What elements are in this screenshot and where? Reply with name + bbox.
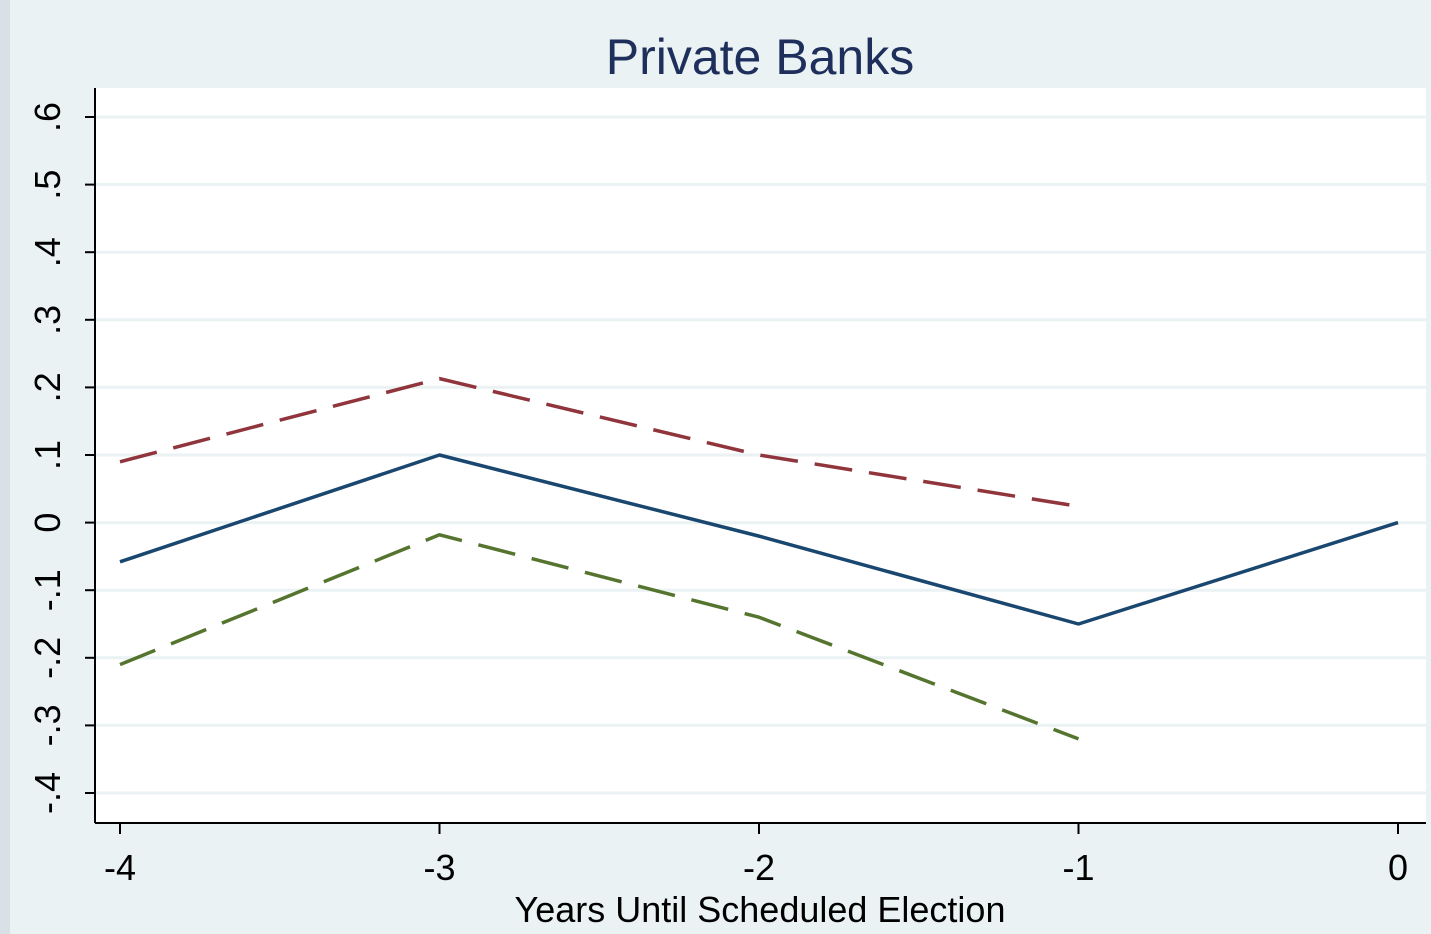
x-tick-label: -4 — [104, 847, 136, 888]
x-axis-title: Years Until Scheduled Election — [515, 889, 1006, 930]
y-tick-label: .6 — [27, 102, 68, 132]
y-tick-label: -.1 — [27, 569, 68, 611]
chart-title: Private Banks — [606, 29, 914, 85]
series-line-3 — [119, 533, 1080, 741]
y-tick-label: -.2 — [27, 637, 68, 679]
y-tick-label: 0 — [27, 513, 68, 533]
y-tick-label: -.3 — [27, 704, 68, 746]
x-tick-label: -2 — [743, 847, 775, 888]
series-line-2 — [119, 376, 1079, 509]
series-lines — [119, 376, 1399, 741]
y-tick-label: .3 — [27, 305, 68, 335]
y-tick-label: .4 — [27, 237, 68, 267]
axes — [85, 88, 1426, 834]
x-tick-label: -1 — [1062, 847, 1094, 888]
x-tick-label: -3 — [423, 847, 455, 888]
x-tick-label: 0 — [1388, 847, 1408, 888]
y-tick-label: .2 — [27, 372, 68, 402]
y-tick-label: .1 — [27, 440, 68, 470]
y-tick-label: .5 — [27, 170, 68, 200]
series-line-1 — [119, 453, 1399, 626]
y-tick-label: -.4 — [27, 772, 68, 814]
tick-labels: -.4 -.3 -.2 -.1 0 .1 .2 .3 .4 .5 .6 -4 -3 -2 -1 0 — [27, 102, 1408, 888]
gridlines — [95, 115, 1426, 795]
